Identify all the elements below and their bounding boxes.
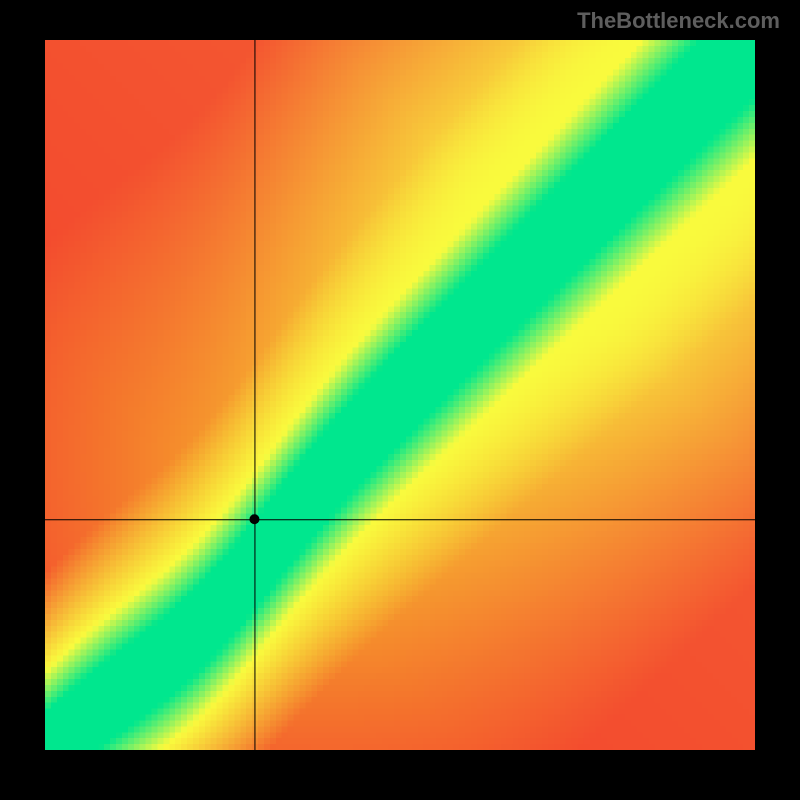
- crosshair-overlay: [45, 40, 755, 750]
- bottleneck-heatmap: [45, 40, 755, 750]
- watermark-text: TheBottleneck.com: [577, 8, 780, 34]
